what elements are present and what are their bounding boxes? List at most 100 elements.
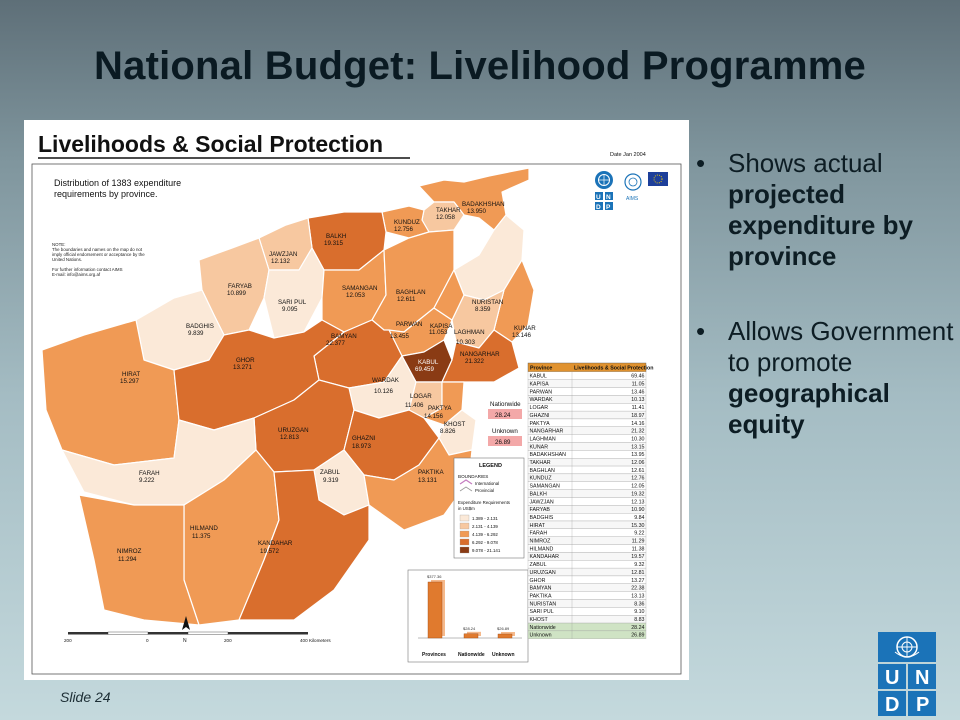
value-samangan: 12.053	[346, 292, 365, 299]
value-logar: 11.406	[405, 402, 424, 409]
table-cell-value: 12.05	[631, 484, 644, 490]
note-line: E-mail: info@aims.org.af	[52, 272, 101, 277]
note-line: For further information contact AIMS	[52, 267, 123, 272]
bar-chart-inset: $377.36 Provinces $28.24 Nationwide $26.89 Un…	[407, 569, 529, 663]
bullet-bold-text: geographical equity	[728, 378, 890, 439]
table-cell-value: 8.36	[634, 601, 644, 607]
province-shapes	[41, 167, 535, 626]
bar-category-label: Nationwide	[458, 652, 485, 658]
bar-category-label: Unknown	[492, 652, 515, 658]
table-cell-value: 13.13	[631, 593, 644, 599]
table-cell-province: GHOR	[530, 578, 546, 584]
label-saripul: SARI PUL	[278, 299, 307, 306]
table-cell-province: BALKH	[530, 491, 548, 497]
value-paktya: 14.156	[424, 413, 443, 420]
province-kunduz	[381, 205, 430, 239]
table-cell-value: 10.90	[631, 507, 644, 513]
table-row	[527, 575, 647, 584]
svg-text:AIMS: AIMS	[626, 196, 639, 202]
table-cell-province: SARI PUL	[530, 609, 554, 615]
scale-label: 0	[146, 638, 149, 643]
table-cell-province: JAWZJAN	[530, 499, 554, 505]
svg-text:D: D	[596, 204, 601, 211]
scale-label: 200	[224, 638, 232, 643]
table-cell-province: BAMYAN	[530, 586, 552, 592]
bar	[497, 633, 513, 639]
bar	[463, 633, 479, 639]
value-saripul: 9.095	[282, 306, 298, 313]
value-paktika: 13.131	[418, 477, 437, 484]
table-cell-province: ZABUL	[530, 562, 547, 568]
svg-text:D: D	[885, 694, 899, 716]
table-cell-province: BAGHLAN	[530, 468, 555, 474]
legend-expenditure-1: Expenditure Requirements	[458, 500, 511, 505]
svg-text:N: N	[183, 638, 187, 644]
table-cell-value: 9.84	[634, 515, 644, 521]
label-nuristan: NURISTAN	[472, 299, 503, 306]
table-cell-province: PAKTIKA	[530, 593, 552, 599]
map-panel: Livelihoods & Social Protection Date Jan…	[24, 120, 689, 680]
legend-class-label: 1.389 - 2.131	[472, 516, 498, 521]
table-cell-province: KHOST	[530, 617, 549, 623]
table-cell-province: NURISTAN	[530, 601, 557, 607]
table-cell-province: NIMROZ	[530, 539, 552, 545]
table-cell-province: FARYAB	[530, 507, 551, 513]
label-laghman: LAGHMAN	[454, 329, 485, 336]
table-cell-value: 11.05	[632, 382, 645, 388]
value-faryab: 10.899	[227, 290, 246, 297]
province-labels: BADAKHSHAN 13.950 TAKHAR 12.058 KUNDUZ 1…	[117, 201, 536, 563]
province-kandahar	[238, 469, 370, 621]
table-cell-value: 12.06	[631, 460, 644, 466]
label-badakhshan: BADAKHSHAN	[462, 201, 505, 208]
bullet-list: Shows actual projected expenditure by pr…	[694, 148, 960, 440]
table-cell-province: KANDAHAR	[530, 554, 560, 560]
label-nimroz: NIMROZ	[117, 548, 142, 555]
table-cell-value: 19.57	[631, 554, 644, 560]
table-cell-value: 13.27	[631, 578, 644, 584]
value-nimroz: 11.294	[118, 556, 137, 563]
scale-label: 400 Kilometers	[300, 638, 331, 643]
table-cell-province: HILMAND	[530, 546, 554, 552]
label-kunar: KUNAR	[514, 325, 536, 332]
table-cell-province: Unknown	[530, 633, 552, 639]
value-zabul: 9.319	[323, 477, 339, 484]
table-cell-value: 13.95	[631, 452, 644, 458]
table-cell-province: LAGHMAN	[530, 436, 556, 442]
value-wardak: 10.126	[374, 388, 393, 395]
table-cell-province: Nationwide	[530, 625, 556, 631]
table-cell-value: 12.61	[631, 468, 644, 474]
label-logar: LOGAR	[410, 393, 432, 400]
table-cell-province: PARWAN	[530, 389, 553, 395]
legend-swatch	[459, 530, 470, 538]
table-cell-province: KAPISA	[530, 382, 550, 388]
table-cell-province: SAMANGAN	[530, 484, 560, 490]
legend-swatch	[459, 522, 470, 530]
value-nuristan: 8.359	[475, 306, 491, 313]
table-cell-value: 19.32	[631, 491, 644, 497]
map-subtitle-line1: Distribution of 1383 expenditure	[54, 178, 181, 188]
table-cell-value: 21.32	[631, 429, 644, 435]
table-cell-value: 11.41	[632, 405, 645, 411]
label-wardak: WARDAK	[372, 377, 400, 384]
legend-international: International	[475, 481, 499, 486]
note-line: NOTE:	[52, 242, 65, 247]
label-baghlan: BAGHLAN	[396, 289, 426, 296]
label-nangarhar: NANGARHAR	[460, 351, 500, 358]
north-arrow-icon: N	[182, 616, 190, 644]
afghanistan-map: Livelihoods & Social Protection Date Jan…	[31, 131, 682, 675]
value-farah: 9.222	[139, 477, 155, 484]
value-laghman: 10.303	[456, 339, 475, 346]
svg-text:P: P	[916, 694, 929, 716]
table-row	[527, 520, 647, 529]
table-cell-value: 13.15	[631, 444, 644, 450]
legend-swatch	[459, 514, 470, 522]
table-cell-value: 12.13	[631, 499, 644, 505]
table-cell-province: BADAKHSHAN	[530, 452, 567, 458]
table-cell-value: 9.22	[634, 531, 644, 537]
label-kandahar: KANDAHAR	[258, 540, 293, 547]
legend-class-label: 6.292 - 9.078	[472, 540, 498, 545]
table-cell-province: HIRAT	[530, 523, 546, 529]
map-date: Date Jan 2004	[610, 152, 646, 158]
table-cell-province: BADGHIS	[530, 515, 554, 521]
svg-text:U: U	[596, 194, 601, 201]
